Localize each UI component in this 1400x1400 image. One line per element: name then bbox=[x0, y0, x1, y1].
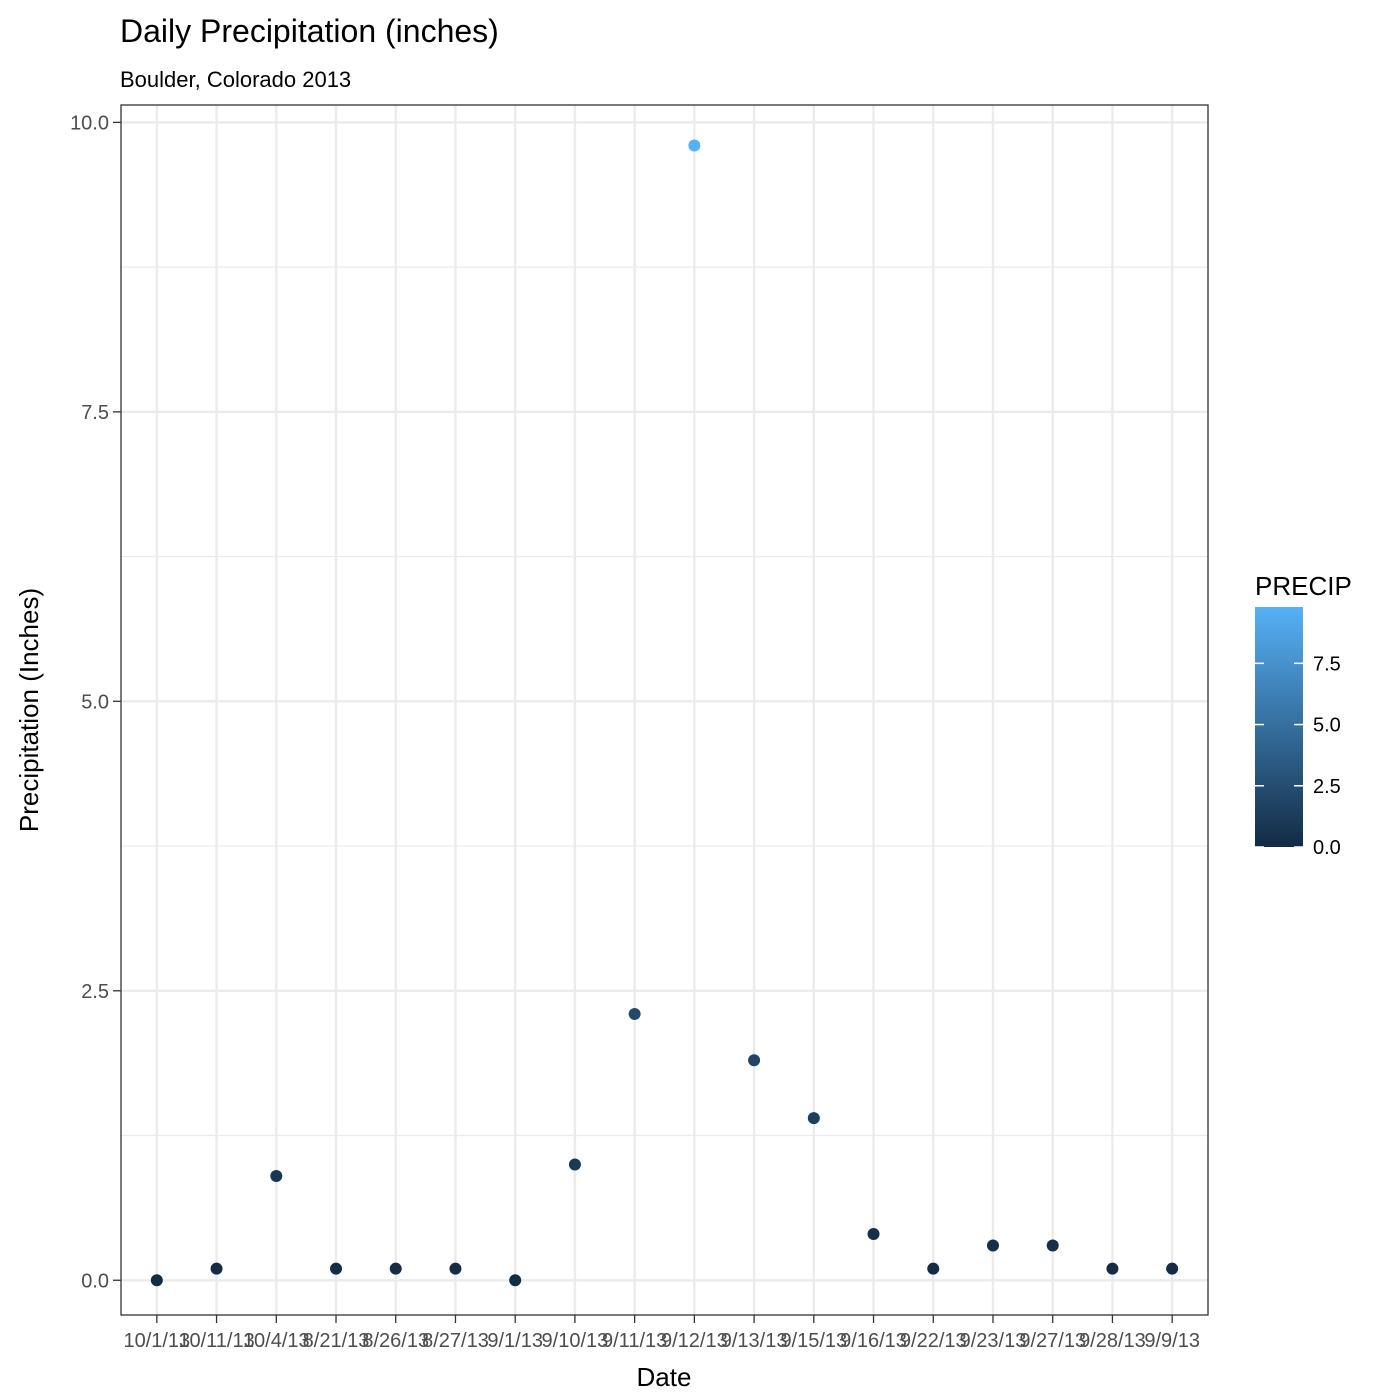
y-tick-label: 7.5 bbox=[81, 402, 109, 424]
data-point bbox=[1106, 1262, 1119, 1275]
x-tick-label: 8/27/13 bbox=[422, 1330, 489, 1352]
y-tick-label: 5.0 bbox=[81, 691, 109, 713]
data-point bbox=[986, 1239, 999, 1252]
legend-tick-label: 0.0 bbox=[1313, 837, 1341, 859]
data-point bbox=[270, 1170, 283, 1183]
x-axis-title: Date bbox=[637, 1362, 692, 1392]
x-tick-label: 9/15/13 bbox=[780, 1330, 847, 1352]
data-point bbox=[807, 1112, 820, 1125]
y-axis: 0.0 2.5 5.0 7.5 10.0 bbox=[70, 112, 121, 1292]
grid-lines bbox=[121, 105, 1208, 1315]
data-point bbox=[509, 1274, 522, 1287]
legend-ticks: 0.0 2.5 5.0 7.5 bbox=[1255, 653, 1341, 859]
data-point bbox=[449, 1262, 462, 1275]
chart-subtitle: Boulder, Colorado 2013 bbox=[120, 67, 351, 92]
data-points bbox=[150, 139, 1179, 1287]
x-tick-label: 9/13/13 bbox=[721, 1330, 788, 1352]
y-tick-label: 0.0 bbox=[81, 1270, 109, 1292]
x-tick-label: 9/9/13 bbox=[1144, 1330, 1200, 1352]
x-tick-label: 9/11/13 bbox=[602, 1330, 667, 1352]
data-point bbox=[330, 1262, 343, 1275]
x-tick-label: 9/10/13 bbox=[542, 1330, 609, 1352]
data-point bbox=[568, 1158, 581, 1171]
plot-panel bbox=[120, 104, 1209, 1316]
legend-tick-label: 2.5 bbox=[1313, 776, 1341, 798]
color-legend: PRECIP 0.0 2.5 5.0 7.5 bbox=[1255, 571, 1352, 859]
data-point bbox=[389, 1262, 402, 1275]
y-axis-title: Precipitation (Inches) bbox=[14, 588, 44, 832]
legend-tick-label: 5.0 bbox=[1313, 715, 1341, 737]
data-point bbox=[688, 139, 701, 152]
x-tick-label: 8/21/13 bbox=[303, 1330, 370, 1352]
x-tick-label: 8/26/13 bbox=[362, 1330, 429, 1352]
data-point bbox=[628, 1007, 641, 1020]
x-tick-label: 9/12/13 bbox=[661, 1330, 728, 1352]
data-point bbox=[210, 1262, 223, 1275]
legend-title: PRECIP bbox=[1255, 571, 1352, 601]
x-tick-label: 9/1/13 bbox=[487, 1330, 543, 1352]
x-tick-label: 9/23/13 bbox=[960, 1330, 1027, 1352]
legend-colorbar bbox=[1255, 607, 1303, 847]
x-tick-label: 9/16/13 bbox=[840, 1330, 907, 1352]
x-tick-label: 10/11/13 bbox=[178, 1330, 254, 1352]
x-tick-label: 9/27/13 bbox=[1019, 1330, 1086, 1352]
x-tick-label: 10/4/13 bbox=[243, 1330, 310, 1352]
x-axis: 10/1/1310/11/1310/4/138/21/138/26/138/27… bbox=[123, 1315, 1200, 1352]
data-point bbox=[1166, 1262, 1179, 1275]
x-tick-label: 9/28/13 bbox=[1079, 1330, 1146, 1352]
data-point bbox=[1046, 1239, 1059, 1252]
plot-background bbox=[121, 105, 1208, 1315]
legend-tick-label: 7.5 bbox=[1313, 653, 1341, 675]
y-tick-label: 10.0 bbox=[70, 112, 109, 134]
data-point bbox=[927, 1262, 940, 1275]
data-point bbox=[867, 1227, 880, 1240]
chart-title: Daily Precipitation (inches) bbox=[120, 13, 499, 49]
x-tick-label: 10/1/13 bbox=[123, 1330, 190, 1352]
data-point bbox=[748, 1054, 761, 1067]
y-tick-label: 2.5 bbox=[81, 981, 109, 1003]
data-point bbox=[150, 1274, 163, 1287]
plot-border bbox=[120, 104, 1209, 1316]
x-tick-label: 9/22/13 bbox=[900, 1330, 967, 1352]
